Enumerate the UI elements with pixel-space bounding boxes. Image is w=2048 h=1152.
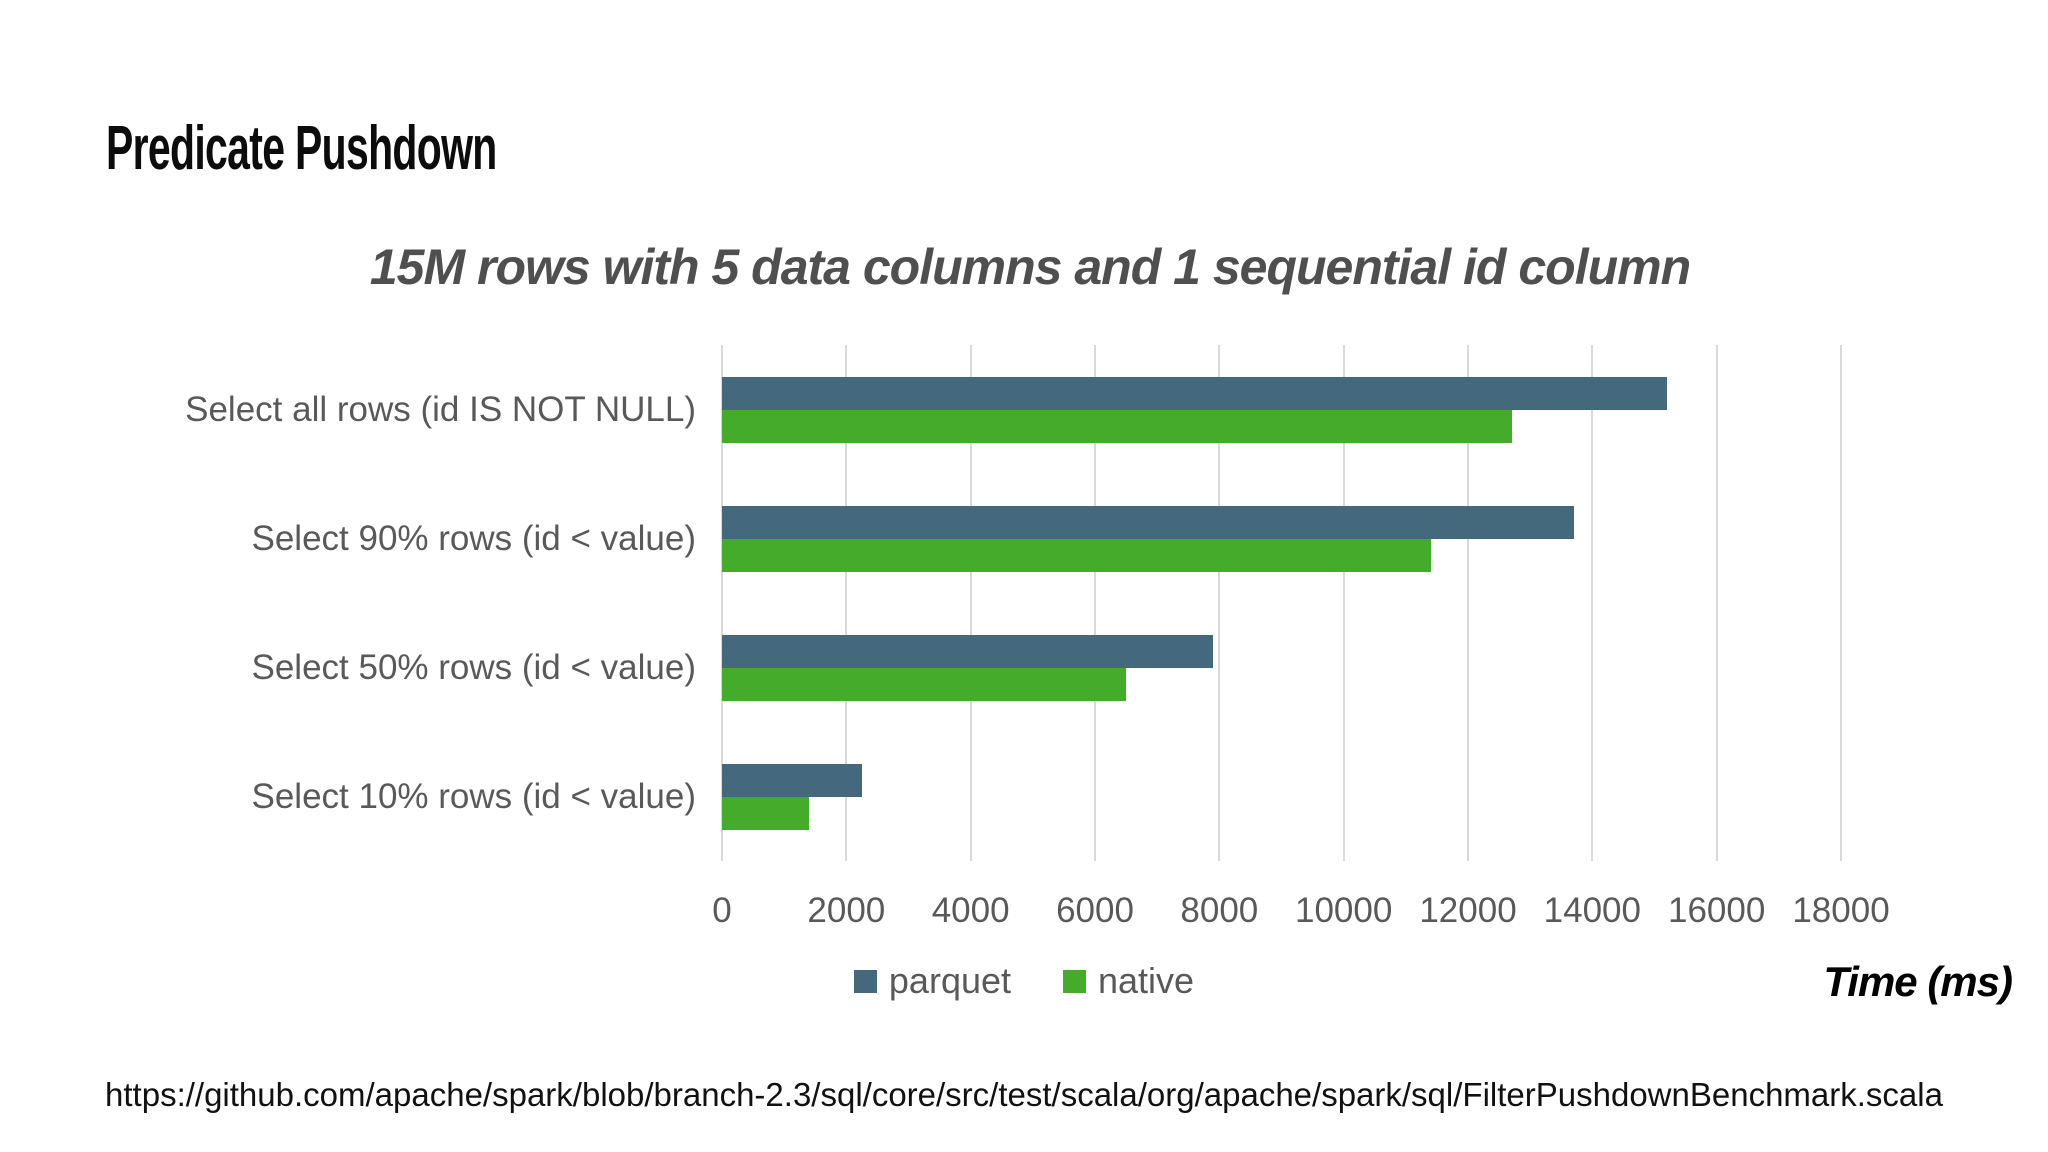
bar-native <box>722 409 1512 443</box>
x-tick-label: 10000 <box>1294 891 1393 930</box>
chart-title: 15M rows with 5 data columns and 1 seque… <box>369 239 1691 295</box>
gridline <box>969 345 972 861</box>
x-tick-label: 8000 <box>1180 891 1259 930</box>
gridline <box>1715 345 1718 861</box>
category-label: Select all rows (id IS NOT NULL) <box>185 389 696 429</box>
x-tick-label: 0 <box>712 891 732 930</box>
gridline <box>1467 345 1469 861</box>
legend-swatch-native <box>1063 969 1087 993</box>
gridline <box>721 345 723 861</box>
footer-url: https://github.com/apache/spark/blob/bra… <box>105 1076 1943 1113</box>
plot-area <box>721 345 1842 861</box>
legend: parquet native <box>0 960 2048 1002</box>
x-axis-title: Time (ms) <box>1823 958 2013 1005</box>
slide-title: Predicate Pushdown <box>106 114 497 183</box>
bar-parquet <box>722 634 1214 668</box>
gridline <box>1840 345 1842 861</box>
bar-parquet <box>722 376 1667 410</box>
x-tick-label: 6000 <box>1056 891 1134 930</box>
x-tick-label: 12000 <box>1419 891 1517 930</box>
bar-parquet <box>722 763 862 797</box>
x-tick-label: 14000 <box>1543 891 1641 930</box>
gridline <box>1591 345 1594 861</box>
x-tick-label: 4000 <box>931 891 1010 930</box>
bar-parquet <box>722 505 1574 539</box>
legend-label: native <box>1098 960 1195 1001</box>
category-label: Select 50% rows (id < value) <box>251 647 696 687</box>
category-label: Select 10% rows (id < value) <box>251 776 696 816</box>
bar-native <box>722 538 1431 572</box>
legend-item-native: native <box>1063 960 1194 1002</box>
x-tick-label: 16000 <box>1667 891 1766 930</box>
legend-label: parquet <box>888 960 1012 1001</box>
x-tick-label: 2000 <box>807 891 886 930</box>
legend-swatch-parquet <box>853 969 877 993</box>
gridline <box>845 345 848 861</box>
x-tick-label: 18000 <box>1792 891 1890 930</box>
bar-native <box>722 796 810 830</box>
bar-native <box>722 667 1127 701</box>
legend-item-parquet: parquet <box>853 960 1012 1002</box>
gridline <box>1094 345 1096 861</box>
category-label: Select 90% rows (id < value) <box>251 518 696 558</box>
gridline <box>1342 345 1345 861</box>
gridline <box>1218 345 1221 861</box>
